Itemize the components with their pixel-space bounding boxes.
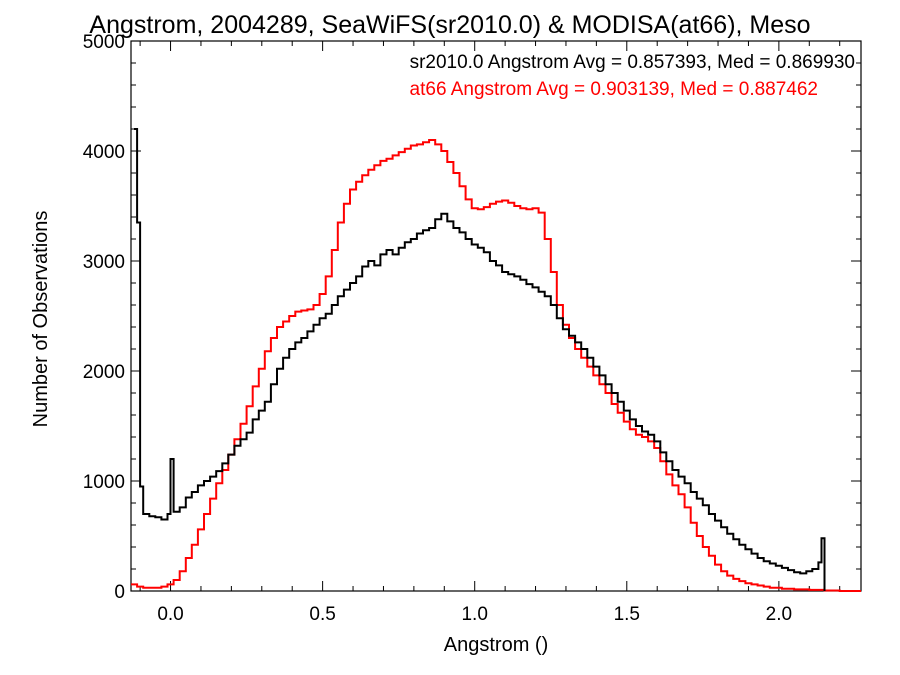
y-tick-label: 5000 — [83, 32, 125, 53]
y-tick-label: 0 — [114, 582, 125, 603]
y-axis-label: Number of Observations — [30, 211, 52, 428]
x-tick-labels: 0.0 0.5 1.0 1.5 2.0 — [157, 604, 792, 625]
x-tick-label: 1.5 — [614, 604, 640, 625]
at66-histogram-line — [131, 139, 861, 592]
y-tick-label: 4000 — [83, 142, 125, 163]
x-tick-label: 1.0 — [461, 604, 487, 625]
y-tick-label: 2000 — [83, 362, 125, 383]
y-tick-labels: 0 1000 2000 3000 4000 5000 — [83, 32, 125, 603]
axis-ticks — [131, 40, 861, 592]
series-layer — [131, 128, 861, 592]
x-tick-label: 0.5 — [309, 604, 335, 625]
plot-frame — [130, 40, 862, 592]
chart-title: Angstrom, 2004289, SeaWiFS(sr2010.0) & M… — [89, 11, 810, 39]
plot-area — [130, 40, 862, 592]
x-tick-label: 0.0 — [157, 604, 183, 625]
x-tick-label: 2.0 — [766, 604, 792, 625]
y-tick-label: 3000 — [83, 252, 125, 273]
x-axis-label: Angstrom () — [444, 634, 548, 656]
legend-sr2010-stats: sr2010.0 Angstrom Avg = 0.857393, Med = … — [410, 52, 855, 73]
y-tick-label: 1000 — [83, 472, 125, 493]
legend-at66-stats: at66 Angstrom Avg = 0.903139, Med = 0.88… — [410, 79, 818, 100]
sr2010-histogram-line — [134, 128, 826, 591]
